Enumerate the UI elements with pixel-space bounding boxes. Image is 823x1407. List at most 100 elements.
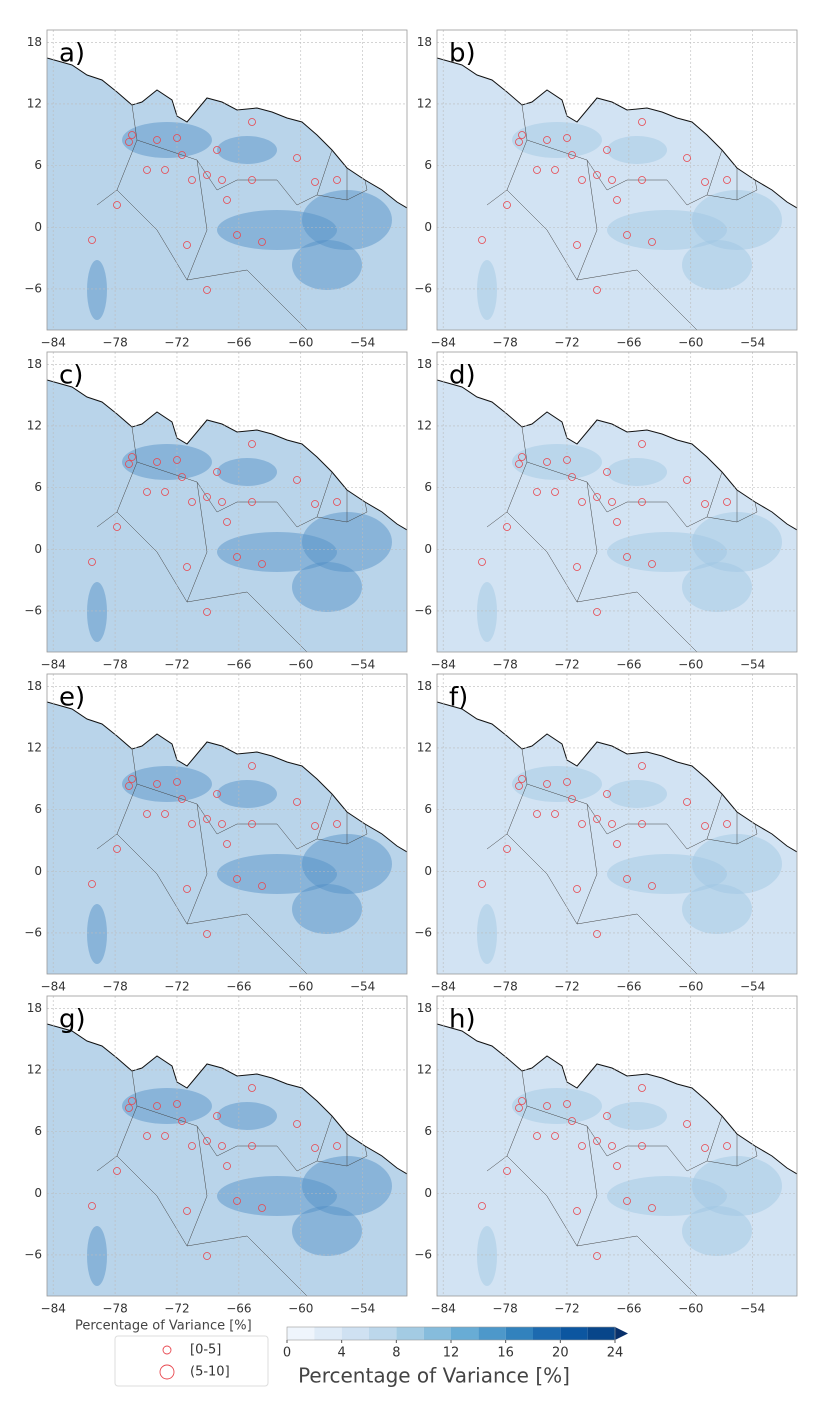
station <box>293 798 301 806</box>
colorbar-extend <box>615 1327 628 1340</box>
field-blob <box>217 210 337 250</box>
y-tick-label: −6 <box>24 1247 42 1261</box>
field-blob <box>682 240 752 290</box>
station <box>503 845 511 853</box>
panel-label: c) <box>59 361 83 391</box>
station <box>173 1100 181 1108</box>
station <box>258 238 266 246</box>
field-blob <box>477 1226 497 1286</box>
station <box>683 154 691 162</box>
x-tick-label: −84 <box>41 1302 66 1316</box>
station <box>478 558 486 566</box>
station <box>563 778 571 786</box>
station <box>233 1197 241 1205</box>
station <box>503 523 511 531</box>
station <box>573 1207 581 1215</box>
y-tick-label: 12 <box>27 1062 42 1076</box>
y-tick-label: 6 <box>34 158 42 172</box>
station <box>333 498 341 506</box>
x-tick-label: −72 <box>164 1302 189 1316</box>
field-blob <box>692 1156 782 1216</box>
panel-label: g) <box>59 1005 86 1035</box>
y-tick-label: 12 <box>417 96 432 110</box>
station <box>648 238 656 246</box>
station <box>613 1162 621 1170</box>
map-field <box>437 352 797 652</box>
legend-box <box>114 1335 269 1387</box>
x-tick-label: −78 <box>492 658 517 672</box>
x-tick-label: −78 <box>492 1302 517 1316</box>
y-tick-label: −6 <box>24 281 42 295</box>
station <box>223 518 231 526</box>
x-tick-label: −72 <box>554 336 579 350</box>
station <box>223 840 231 848</box>
y-tick-label: 0 <box>34 864 42 878</box>
y-tick-label: 6 <box>34 802 42 816</box>
x-tick-label: −66 <box>226 980 251 994</box>
field-blob <box>217 1176 337 1216</box>
field-blob <box>607 210 727 250</box>
station <box>608 498 616 506</box>
field-blob <box>87 582 107 642</box>
colorbar-segment <box>505 1327 533 1340</box>
station <box>258 1204 266 1212</box>
colorbar-segment <box>287 1327 315 1340</box>
station <box>593 930 601 938</box>
station <box>533 1132 541 1140</box>
map-field <box>437 30 797 330</box>
station <box>551 488 559 496</box>
x-tick-label: −84 <box>431 336 456 350</box>
x-tick-label: −84 <box>41 336 66 350</box>
station <box>333 1142 341 1150</box>
y-tick-label: 0 <box>424 1186 432 1200</box>
station <box>603 146 611 154</box>
colorbar-segment <box>396 1327 424 1340</box>
y-tick-label: −6 <box>24 603 42 617</box>
station <box>161 166 169 174</box>
station <box>563 134 571 142</box>
station <box>603 468 611 476</box>
station <box>638 1142 646 1150</box>
x-tick-label: −78 <box>102 1302 127 1316</box>
station <box>518 775 526 783</box>
station <box>143 488 151 496</box>
station <box>173 456 181 464</box>
y-tick-label: 18 <box>27 679 42 693</box>
station <box>648 560 656 568</box>
y-tick-label: 18 <box>417 679 432 693</box>
station <box>113 1167 121 1175</box>
y-tick-label: 6 <box>424 1124 432 1138</box>
x-tick-label: −60 <box>288 980 313 994</box>
x-tick-label: −78 <box>102 336 127 350</box>
x-tick-label: −72 <box>164 658 189 672</box>
x-tick-label: −60 <box>678 336 703 350</box>
x-tick-label: −84 <box>431 980 456 994</box>
legend-marker <box>162 1345 172 1355</box>
field-blob <box>512 1088 602 1124</box>
station <box>638 820 646 828</box>
station <box>113 845 121 853</box>
colorbar-segment <box>560 1327 588 1340</box>
y-tick-label: 18 <box>27 357 42 371</box>
station <box>128 453 136 461</box>
legend-entry: [0-5] <box>190 1343 221 1358</box>
field-blob <box>87 1226 107 1286</box>
station <box>248 118 256 126</box>
station <box>533 810 541 818</box>
station <box>143 1132 151 1140</box>
x-tick-label: −54 <box>740 658 765 672</box>
station <box>608 1142 616 1150</box>
map-field <box>47 996 407 1296</box>
station <box>88 236 96 244</box>
field-blob <box>512 444 602 480</box>
y-tick-label: 12 <box>417 418 432 432</box>
station <box>701 500 709 508</box>
x-tick-label: −60 <box>288 336 313 350</box>
station <box>333 820 341 828</box>
x-tick-label: −66 <box>226 336 251 350</box>
station <box>518 1097 526 1105</box>
y-tick-label: 12 <box>27 96 42 110</box>
station <box>478 880 486 888</box>
station <box>161 488 169 496</box>
